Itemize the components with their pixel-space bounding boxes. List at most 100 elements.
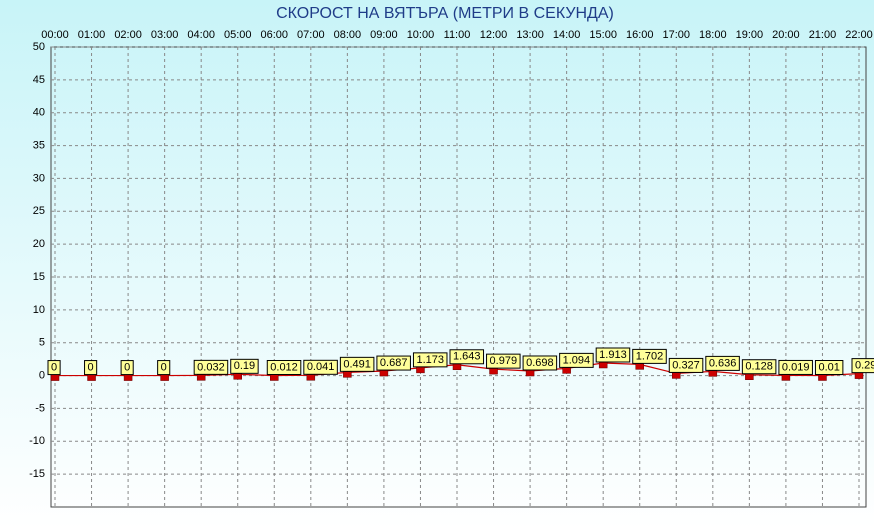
point-marker: [452, 363, 462, 371]
value-label-box: [522, 355, 558, 371]
x-tick-label: 14:00: [553, 29, 581, 41]
value-label: 0.012: [270, 361, 298, 373]
value-label: 0.636: [709, 357, 737, 369]
value-label: 0: [51, 361, 57, 373]
value-label-box: [266, 359, 302, 375]
value-label-box: [230, 358, 259, 374]
x-tick-label: 06:00: [261, 29, 289, 41]
point-marker: [416, 366, 425, 374]
y-tick-label: 45: [33, 74, 45, 86]
x-tick-label: 01:00: [78, 29, 106, 41]
value-label-box: [193, 359, 229, 375]
value-label: 0.687: [380, 357, 408, 369]
value-label: 0: [161, 361, 167, 373]
value-label: 1.913: [599, 349, 627, 361]
value-label: 0: [88, 361, 94, 373]
value-label: 0.491: [343, 358, 371, 370]
value-label-box: [814, 360, 844, 376]
point-marker: [160, 374, 169, 381]
x-tick-label: 21:00: [809, 29, 837, 41]
x-tick-label: 07:00: [297, 29, 325, 41]
value-label: 0.019: [782, 361, 810, 373]
point-marker: [745, 373, 754, 380]
y-tick-label: 30: [33, 172, 45, 184]
x-tick-label: 04:00: [187, 29, 215, 41]
value-label-box: [851, 358, 874, 374]
y-tick-label: 5: [39, 337, 45, 349]
value-label-box: [412, 352, 448, 368]
value-label: 0.041: [307, 361, 335, 373]
value-label-box: [120, 360, 134, 376]
y-tick-label: -15: [29, 468, 45, 480]
value-label: 1.702: [636, 350, 664, 362]
point-marker: [270, 374, 279, 381]
x-tick-label: 17:00: [663, 29, 691, 41]
point-marker: [123, 374, 133, 381]
value-label: 0.327: [672, 359, 700, 371]
point-marker: [818, 374, 827, 381]
point-marker: [854, 372, 864, 379]
y-tick-label: 35: [33, 139, 45, 151]
x-tick-label: 03:00: [151, 29, 179, 41]
x-tick-label: 22:00: [845, 29, 873, 41]
point-marker: [489, 367, 498, 375]
y-tick-label: 15: [33, 271, 45, 283]
value-label-box: [449, 349, 485, 365]
x-tick-label: 19:00: [736, 29, 764, 41]
x-tick-label: 08:00: [334, 29, 362, 41]
value-label-box: [486, 353, 521, 369]
y-tick-label: 10: [33, 304, 45, 316]
value-label-box: [668, 357, 704, 373]
x-tick-label: 15:00: [589, 29, 617, 41]
x-tick-label: 10:00: [407, 29, 435, 41]
value-label: 0.979: [490, 355, 518, 367]
point-marker: [343, 371, 352, 378]
value-label-box: [47, 360, 61, 376]
value-label: 0.297: [855, 360, 874, 372]
value-label-box: [632, 348, 667, 364]
point-marker: [196, 374, 206, 381]
value-label-box: [84, 360, 98, 376]
x-tick-label: 09:00: [370, 29, 398, 41]
x-tick-label: 02:00: [114, 29, 142, 41]
point-marker: [87, 374, 96, 381]
y-tick-label: 50: [33, 41, 45, 53]
x-tick-label: 05:00: [224, 29, 252, 41]
x-tick-label: 16:00: [626, 29, 654, 41]
point-marker: [672, 372, 681, 379]
value-label: 0: [124, 361, 130, 373]
point-marker: [50, 374, 60, 381]
y-tick-label: -10: [29, 435, 45, 447]
value-label-box: [705, 355, 740, 371]
point-marker: [233, 373, 242, 380]
value-label-box: [778, 359, 813, 375]
value-label: 0.698: [526, 357, 554, 369]
x-tick-label: 13:00: [516, 29, 544, 41]
point-marker: [598, 361, 608, 369]
value-label-box: [559, 352, 594, 368]
y-tick-label: 40: [33, 107, 45, 119]
x-tick-label: 20:00: [772, 29, 800, 41]
x-tick-label: 12:00: [480, 29, 508, 41]
x-tick-label: 00:00: [41, 29, 69, 41]
value-label: 0.032: [197, 361, 225, 373]
point-marker: [306, 374, 316, 381]
y-tick-label: 0: [39, 369, 45, 381]
point-marker: [708, 370, 718, 377]
value-label-box: [339, 356, 375, 372]
value-label: 0.01: [818, 361, 839, 373]
x-tick-label: 18:00: [699, 29, 727, 41]
value-label: 0.19: [234, 360, 255, 372]
y-tick-label: 20: [33, 238, 45, 250]
x-tick-label: 11:00: [444, 29, 471, 41]
value-label: 0.128: [745, 361, 773, 373]
point-marker: [379, 369, 389, 377]
value-label: 1.173: [416, 354, 444, 366]
point-marker: [781, 374, 791, 381]
value-label-box: [741, 359, 777, 375]
value-label-box: [303, 359, 338, 375]
y-tick-label: 25: [33, 205, 45, 217]
value-label: 1.643: [453, 351, 481, 363]
